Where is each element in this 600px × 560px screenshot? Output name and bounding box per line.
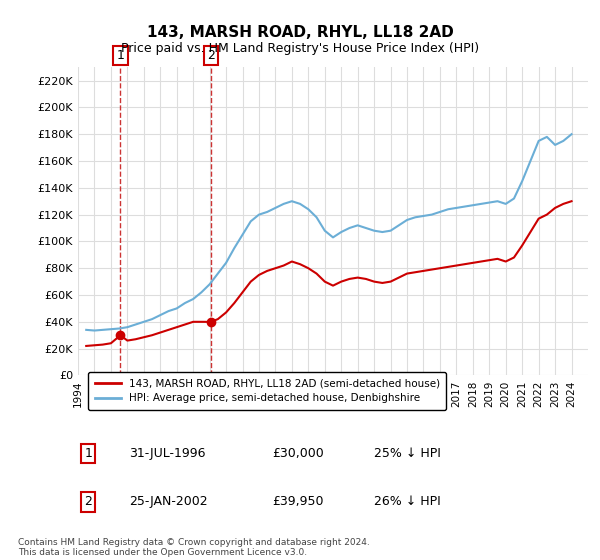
Text: 2: 2 bbox=[207, 49, 215, 62]
Text: £39,950: £39,950 bbox=[272, 496, 323, 508]
Text: £30,000: £30,000 bbox=[272, 447, 323, 460]
Text: Price paid vs. HM Land Registry's House Price Index (HPI): Price paid vs. HM Land Registry's House … bbox=[121, 42, 479, 55]
Text: Contains HM Land Registry data © Crown copyright and database right 2024.
This d: Contains HM Land Registry data © Crown c… bbox=[18, 538, 370, 557]
Text: 25-JAN-2002: 25-JAN-2002 bbox=[129, 496, 208, 508]
Text: 1: 1 bbox=[84, 447, 92, 460]
Text: 143, MARSH ROAD, RHYL, LL18 2AD: 143, MARSH ROAD, RHYL, LL18 2AD bbox=[146, 25, 454, 40]
Text: 25% ↓ HPI: 25% ↓ HPI bbox=[374, 447, 440, 460]
Text: 2: 2 bbox=[84, 496, 92, 508]
Legend: 143, MARSH ROAD, RHYL, LL18 2AD (semi-detached house), HPI: Average price, semi-: 143, MARSH ROAD, RHYL, LL18 2AD (semi-de… bbox=[88, 372, 446, 410]
Text: 26% ↓ HPI: 26% ↓ HPI bbox=[374, 496, 440, 508]
Text: 1: 1 bbox=[116, 49, 124, 62]
Text: 31-JUL-1996: 31-JUL-1996 bbox=[129, 447, 205, 460]
